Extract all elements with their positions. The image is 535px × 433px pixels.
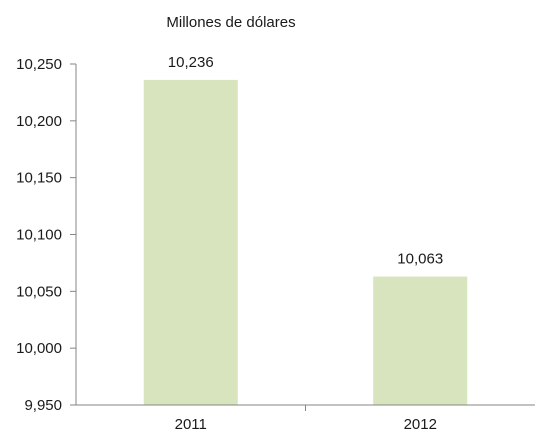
chart-title: Millones de dólares — [166, 14, 295, 31]
y-tick-label: 10,100 — [16, 227, 62, 244]
bar-2011 — [143, 79, 238, 405]
x-tick-label-2012: 2012 — [404, 416, 437, 433]
y-tick-label: 10,200 — [16, 113, 62, 130]
data-label-2012: 10,063 — [397, 251, 443, 268]
bar-2012 — [373, 276, 468, 405]
y-tick-label: 10,250 — [16, 56, 62, 73]
y-tick-label: 10,050 — [16, 283, 62, 300]
y-tick-label: 9,950 — [24, 397, 62, 414]
y-tick-label: 10,150 — [16, 170, 62, 187]
plot-area: 10,236 2011 10,063 2012 9,950 10,000 10,050 10,… — [16, 54, 535, 433]
y-tick-label: 10,000 — [16, 340, 62, 357]
data-label-2011: 10,236 — [168, 54, 214, 71]
x-tick-label-2011: 2011 — [175, 416, 207, 433]
